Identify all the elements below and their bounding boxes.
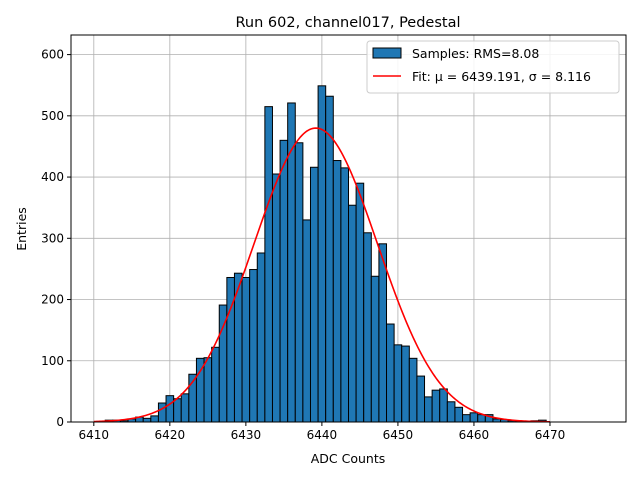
histogram-bar	[378, 243, 388, 423]
y-axis-label: Entries	[14, 207, 29, 251]
histogram-bar	[271, 173, 281, 423]
histogram-bar	[439, 388, 448, 423]
x-tick-label: 6410	[79, 428, 110, 442]
x-tick-label: 6420	[155, 428, 186, 442]
histogram-bar	[203, 357, 213, 423]
histogram-bar	[249, 269, 258, 423]
y-tick-label: 300	[41, 231, 64, 245]
histogram-bar	[294, 142, 304, 423]
histogram-bar	[211, 346, 220, 423]
fit-curve	[93, 127, 550, 423]
legend-histogram-swatch	[372, 47, 402, 59]
histogram-bar	[256, 252, 266, 423]
histogram-bar	[165, 395, 175, 423]
y-tick-label: 200	[41, 293, 64, 307]
histogram-bar	[370, 275, 380, 423]
histogram-bar	[142, 417, 152, 423]
histogram-bar	[157, 402, 167, 423]
histogram-bar	[386, 323, 395, 423]
y-tick-label: 400	[41, 170, 64, 184]
y-tick-label: 100	[41, 354, 64, 368]
chart-title: Run 602, channel017, Pedestal	[235, 15, 460, 31]
legend-box	[366, 40, 620, 94]
histogram-bar	[180, 393, 190, 423]
histogram-bar	[279, 139, 289, 423]
histogram-bar	[302, 219, 311, 423]
histogram-bar	[469, 412, 479, 423]
legend: Samples: RMS=8.08 Fit: μ = 6439.191, σ =…	[366, 40, 620, 94]
histogram-bar	[446, 401, 456, 423]
histogram-bar	[264, 106, 273, 423]
histogram-bar	[408, 357, 418, 423]
histogram-bar	[340, 167, 349, 423]
histogram-bar	[325, 95, 334, 423]
legend-histogram-label: Samples: RMS=8.08	[412, 46, 539, 61]
axis-ticks: 6410 6420 6430 6440 6450 6460 6470 0 100 200 300 40…	[41, 48, 565, 442]
histogram-bar	[332, 160, 342, 423]
histogram-bar	[454, 406, 464, 423]
histogram-bar	[150, 415, 159, 423]
histogram-bar	[416, 375, 426, 423]
histogram-bar	[309, 166, 319, 423]
histogram-bar	[226, 276, 235, 423]
x-tick-label: 6460	[459, 428, 490, 442]
histogram-bar	[431, 389, 441, 423]
histogram-bar	[462, 414, 471, 423]
histogram-bar	[401, 345, 410, 423]
histogram-bar	[241, 276, 251, 423]
y-tick-label: 500	[41, 109, 64, 123]
histogram-bar	[173, 398, 182, 423]
histogram-bar	[317, 85, 327, 423]
histogram-bar	[363, 232, 372, 423]
histogram-bars	[104, 85, 547, 423]
y-tick-label: 0	[56, 415, 64, 429]
y-tick-label: 600	[41, 48, 64, 62]
x-tick-label: 6470	[535, 428, 566, 442]
histogram-bar	[348, 204, 357, 423]
x-tick-label: 6450	[383, 428, 414, 442]
plot-frame	[70, 34, 627, 423]
histogram-bar	[355, 182, 365, 423]
histogram-bar	[424, 396, 433, 423]
x-tick-label: 6430	[231, 428, 262, 442]
legend-fit-label: Fit: μ = 6439.191, σ = 8.116	[412, 69, 591, 84]
x-tick-label: 6440	[307, 428, 338, 442]
x-axis-label: ADC Counts	[311, 451, 386, 466]
histogram-bar	[393, 344, 403, 423]
